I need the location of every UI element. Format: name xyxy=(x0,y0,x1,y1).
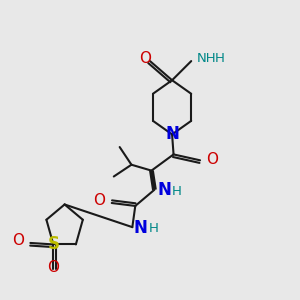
Text: N: N xyxy=(134,219,148,237)
Text: H: H xyxy=(172,185,182,198)
Text: O: O xyxy=(93,193,105,208)
Text: O: O xyxy=(12,233,24,248)
Text: H: H xyxy=(215,52,225,64)
Text: N: N xyxy=(166,125,180,143)
Text: H: H xyxy=(148,222,158,235)
Text: N: N xyxy=(158,181,171,199)
Text: O: O xyxy=(139,51,151,66)
Text: O: O xyxy=(206,152,218,167)
Text: NH: NH xyxy=(197,52,217,64)
Text: S: S xyxy=(47,236,59,253)
Text: O: O xyxy=(47,260,59,275)
